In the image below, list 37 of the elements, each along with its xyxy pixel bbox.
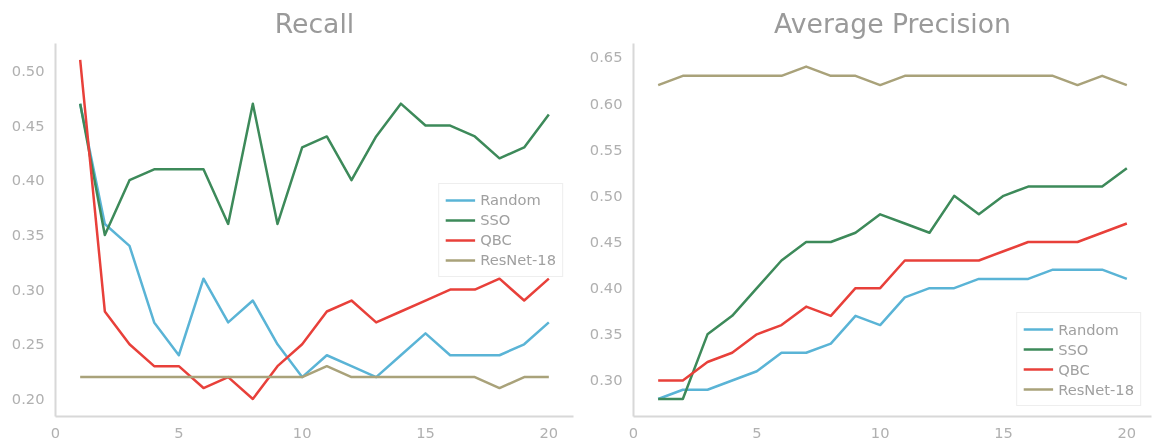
x-tick-label: 0 — [50, 423, 61, 441]
legend-label: SSO — [1058, 340, 1089, 358]
y-tick-label: 0.35 — [11, 225, 45, 243]
legend-label: Random — [1058, 320, 1119, 338]
y-tick-label: 0.25 — [11, 335, 45, 353]
legend-label: ResNet-18 — [1058, 380, 1134, 398]
line-series — [78, 102, 551, 237]
x-tick-label: 10 — [292, 423, 312, 441]
chart-title: Recall — [274, 7, 355, 39]
chart-title: Average Precision — [774, 7, 1011, 39]
y-tick-label: 0.30 — [11, 280, 45, 298]
y-tick-label: 0.40 — [589, 279, 623, 297]
x-tick-label: 15 — [994, 423, 1013, 441]
x-tick-label: 0 — [628, 423, 639, 441]
y-tick-label: 0.40 — [11, 171, 45, 189]
legend-label: QBC — [1058, 360, 1090, 378]
x-tick-label: 20 — [1117, 423, 1137, 441]
y-tick-label: 0.65 — [589, 48, 623, 66]
y-tick-label: 0.50 — [11, 61, 45, 79]
legend-label: SSO — [480, 211, 511, 228]
legend-label: Random — [480, 191, 541, 208]
legend-label: QBC — [480, 231, 512, 248]
x-tick-label: 20 — [539, 423, 559, 441]
y-tick-label: 0.60 — [589, 94, 623, 112]
x-tick-label: 15 — [416, 423, 435, 441]
y-tick-label: 0.50 — [589, 186, 623, 204]
y-tick-label: 0.45 — [11, 116, 45, 134]
y-tick-label: 0.20 — [11, 390, 45, 407]
x-tick-label: 5 — [174, 423, 184, 441]
x-tick-label: 10 — [870, 423, 890, 441]
legend-label: ResNet-18 — [480, 251, 556, 268]
line-series — [656, 222, 1129, 382]
y-tick-label: 0.35 — [589, 325, 623, 343]
y-tick-label: 0.55 — [589, 140, 623, 158]
y-tick-label: 0.45 — [589, 233, 623, 250]
y-tick-label: 0.30 — [589, 371, 623, 389]
x-tick-label: 5 — [752, 423, 762, 441]
